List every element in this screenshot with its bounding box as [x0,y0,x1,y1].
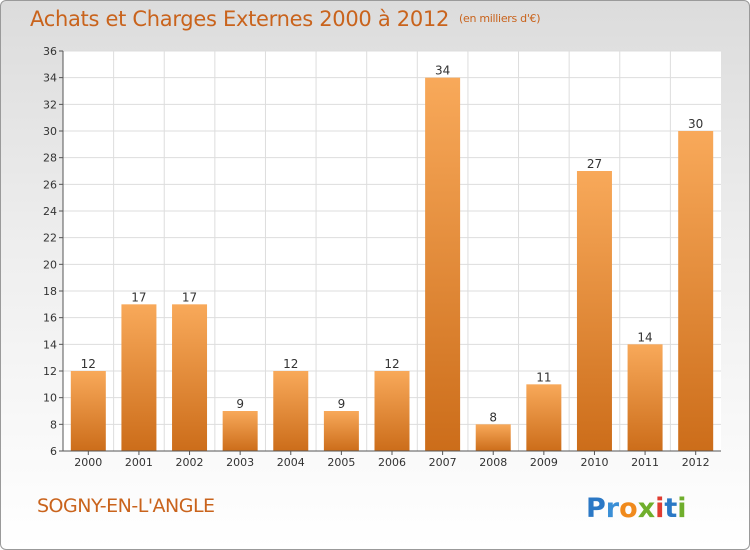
bar [627,344,663,451]
y-tick-label: 34 [43,72,57,85]
bar [374,371,410,451]
y-tick-label: 12 [43,365,57,378]
y-tick-label: 6 [50,445,57,458]
bar [121,304,157,451]
chart-title-text: Achats et Charges Externes 2000 à 2012 [30,7,450,31]
data-label: 14 [637,330,652,344]
data-label: 9 [338,397,346,411]
data-label: 12 [384,357,399,371]
x-tick-label: 2003 [226,456,254,469]
y-tick-label: 20 [43,258,57,271]
x-tick-label: 2011 [631,456,659,469]
data-label: 30 [688,117,703,131]
y-tick-label: 18 [43,285,57,298]
data-label: 17 [131,290,146,304]
y-tick-label: 36 [43,45,57,58]
y-tick-label: 26 [43,178,57,191]
x-tick-label: 2009 [530,456,558,469]
x-tick-label: 2012 [682,456,710,469]
data-label: 27 [587,157,602,171]
y-tick-label: 14 [43,338,57,351]
y-tick-label: 16 [43,312,57,325]
y-tick-label: 30 [43,125,57,138]
x-tick-label: 2000 [74,456,102,469]
proxiti-logo: Proxiti [586,493,687,524]
bar [172,304,208,451]
x-tick-label: 2010 [580,456,608,469]
data-label: 17 [182,290,197,304]
x-tick-label: 2005 [327,456,355,469]
chart-unit: (en milliers d'€) [459,12,541,25]
x-tick-label: 2002 [176,456,204,469]
bar [222,411,258,451]
bar [273,371,309,451]
bars: 12 17 17 9 12 9 12 34 8 11 27 14 30 [70,64,714,452]
x-tick-label: 2006 [378,456,406,469]
bar [475,424,511,451]
chart-title: Achats et Charges Externes 2000 à 2012 (e… [30,7,541,31]
x-tick-label: 2008 [479,456,507,469]
logo-text: Proxiti [586,493,687,524]
city-name: SOGNY-EN-L'ANGLE [37,495,215,517]
bar [323,411,359,451]
data-label: 11 [536,370,551,384]
y-tick-label: 28 [43,152,57,165]
y-tick-label: 22 [43,232,57,245]
bar [526,384,562,451]
x-tick-label: 2001 [125,456,153,469]
y-tick-label: 8 [50,418,57,431]
data-label: 34 [435,64,450,78]
x-tick-label: 2007 [429,456,457,469]
x-tick-label: 2004 [277,456,305,469]
data-label: 12 [81,357,96,371]
bar [678,131,714,451]
y-tick-label: 32 [43,98,57,111]
axes: 6 8 10 12 14 16 18 20 22 24 26 28 30 32 34 36 2000 2001 20… [43,45,721,469]
data-label: 8 [489,410,497,424]
data-label: 12 [283,357,298,371]
bar [576,171,612,451]
bar [425,77,461,452]
data-label: 9 [236,397,244,411]
bar [70,371,106,451]
y-tick-label: 10 [43,392,57,405]
y-tick-label: 24 [43,205,57,218]
